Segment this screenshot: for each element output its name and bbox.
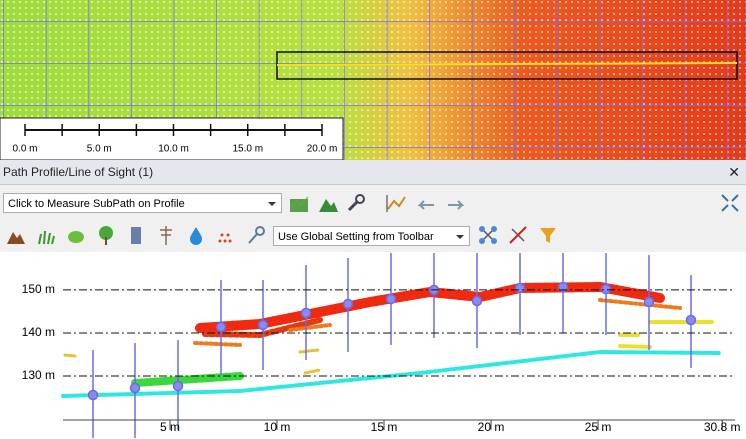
- panel-title-bar: Path Profile/Line of Sight (1) ✕: [0, 160, 746, 185]
- measure-mode-dropdown[interactable]: Click to Measure SubPath on Profile: [3, 193, 282, 213]
- scale-bar-label: 15.0 m: [232, 144, 263, 155]
- shrub-icon[interactable]: [66, 225, 86, 245]
- close-button[interactable]: ✕: [728, 160, 740, 184]
- water-icon[interactable]: [186, 225, 206, 245]
- ground-icon[interactable]: [6, 225, 26, 245]
- x-tick-label: 20 m: [478, 420, 505, 434]
- terrain-icon[interactable]: [318, 193, 338, 213]
- x-tick-label: 25 m: [585, 420, 612, 434]
- reverse-left-icon[interactable]: [416, 193, 436, 213]
- powerline-icon[interactable]: [156, 225, 176, 245]
- tree-icon[interactable]: [96, 225, 116, 245]
- scale-bar-label: 5.0 m: [87, 144, 112, 155]
- setting-dropdown[interactable]: Use Global Setting from Toolbar: [273, 226, 470, 246]
- y-tick-label: 150 m: [22, 282, 55, 296]
- profile-icon[interactable]: [289, 193, 309, 213]
- x-tick-label: 15 m: [371, 420, 398, 434]
- reverse-right-icon[interactable]: [446, 193, 466, 213]
- y-tick-label: 140 m: [22, 325, 55, 339]
- scale-bar-label: 20.0 m: [307, 144, 338, 155]
- panel-title: Path Profile/Line of Sight (1): [3, 165, 153, 179]
- building-icon[interactable]: [126, 225, 146, 245]
- los-icon[interactable]: [386, 193, 406, 213]
- profile-chart: 130 m 140 m 150 m 5 m 10 m 15 m 20 m 25 m 30.8 m: [0, 252, 746, 439]
- scale-bar-label: 0.0 m: [12, 144, 37, 155]
- noise-icon[interactable]: [216, 225, 236, 245]
- profile-vertices: [89, 253, 696, 438]
- scale-bar: 0.0 m 5.0 m 10.0 m 15.0 m 20.0 m: [0, 118, 343, 160]
- network-off-icon[interactable]: [508, 225, 528, 245]
- x-tick-label: 10 m: [264, 420, 291, 434]
- map-view: 0.0 m 5.0 m 10.0 m 15.0 m 20.0 m: [0, 0, 746, 160]
- key-icon[interactable]: [246, 225, 266, 245]
- scale-bar-label: 10.0 m: [158, 144, 189, 155]
- x-tick-label: 30.8 m: [704, 420, 741, 434]
- expand-icon[interactable]: [720, 193, 740, 213]
- x-tick-label: 5 m: [160, 420, 180, 434]
- y-tick-label: 130 m: [22, 368, 55, 382]
- filter-icon[interactable]: [538, 225, 558, 245]
- network-icon[interactable]: [478, 225, 498, 245]
- settings-icon[interactable]: [346, 193, 366, 213]
- grass-icon[interactable]: [36, 225, 56, 245]
